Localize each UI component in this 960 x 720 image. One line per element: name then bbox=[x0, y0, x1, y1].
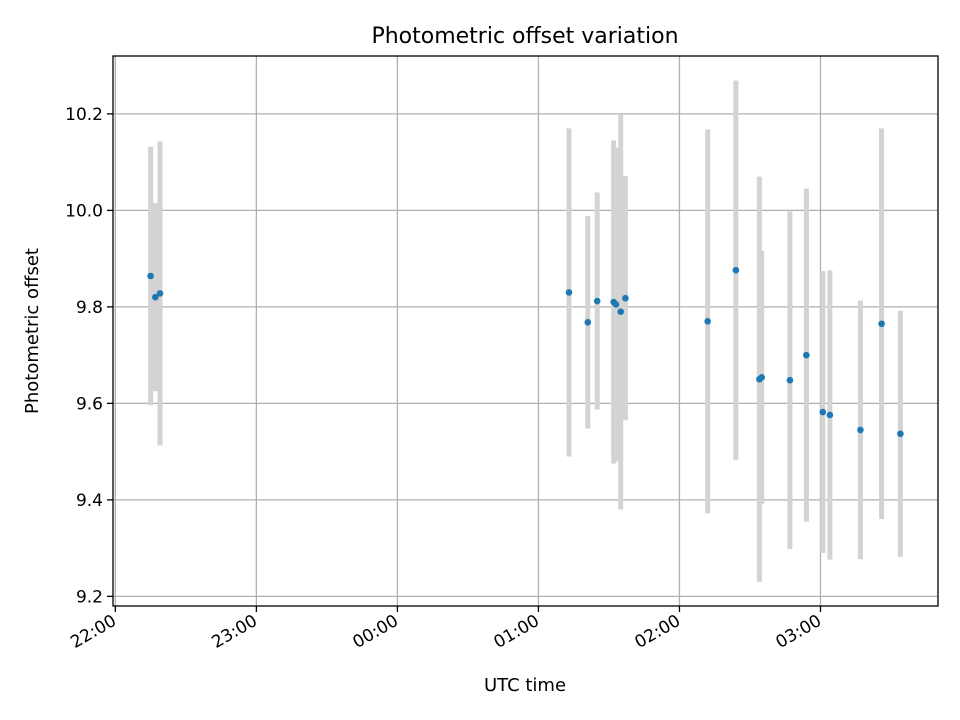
y-tick-label: 9.8 bbox=[76, 298, 103, 318]
y-tick-label: 9.2 bbox=[76, 587, 103, 607]
data-point bbox=[826, 411, 834, 419]
data-point bbox=[786, 376, 794, 384]
data-point bbox=[147, 272, 154, 280]
y-tick-label: 9.6 bbox=[76, 394, 103, 414]
x-axis-label: UTC time bbox=[484, 675, 566, 696]
data-point bbox=[593, 297, 601, 305]
data-point bbox=[156, 290, 164, 297]
y-tick-label: 9.4 bbox=[76, 491, 103, 511]
y-axis-label: Photometric offset bbox=[22, 248, 43, 414]
data-point bbox=[622, 294, 629, 302]
data-point bbox=[803, 351, 810, 359]
data-point bbox=[758, 374, 766, 381]
data-point bbox=[584, 319, 592, 326]
data-point bbox=[819, 408, 827, 416]
data-points bbox=[147, 266, 904, 438]
data-point bbox=[152, 293, 159, 301]
data-point bbox=[565, 289, 573, 296]
data-point bbox=[857, 426, 864, 434]
data-point bbox=[732, 266, 740, 274]
data-point bbox=[612, 301, 620, 308]
y-axis-ticks: 9.2 9.4 9.6 9.8 10.0 10.2 bbox=[65, 105, 113, 607]
data-point bbox=[897, 430, 904, 438]
plot-frame bbox=[112, 55, 939, 607]
y-tick-label: 10.0 bbox=[65, 201, 103, 221]
y-tick-label: 10.2 bbox=[65, 105, 103, 125]
data-point bbox=[704, 318, 711, 325]
data-point bbox=[617, 308, 624, 316]
chart-title: Photometric offset variation bbox=[371, 24, 678, 49]
data-point bbox=[878, 320, 885, 328]
